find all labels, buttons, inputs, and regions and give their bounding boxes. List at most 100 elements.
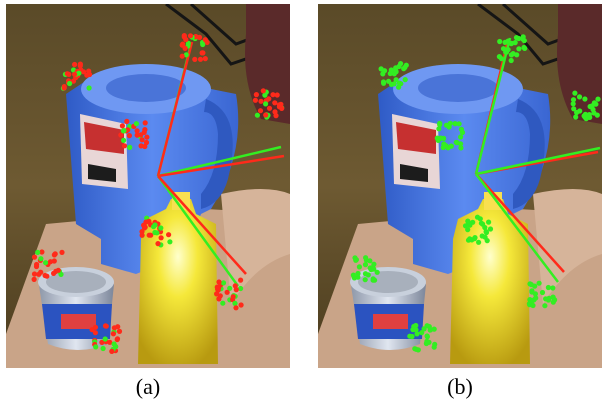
keypoint-dot xyxy=(497,38,503,45)
keypoint-dot xyxy=(152,222,158,228)
keypoint-dot xyxy=(143,139,150,146)
keypoint-cluster xyxy=(60,61,93,91)
keypoint-dot xyxy=(86,68,92,74)
keypoint-dot xyxy=(421,326,427,332)
keypoint-cluster xyxy=(434,120,466,151)
keypoint-dot xyxy=(139,232,145,238)
keypoint-dot xyxy=(456,121,462,127)
keypoint-dot xyxy=(545,284,551,291)
keypoint-dot xyxy=(388,81,395,87)
keypoint-dot xyxy=(47,259,54,265)
keypoint-dot xyxy=(109,348,115,354)
keypoint-dot xyxy=(121,128,127,134)
keypoint-dot xyxy=(499,56,505,62)
keypoint-cluster xyxy=(139,215,173,248)
keypoint-dot xyxy=(72,71,78,77)
keypoint-dot xyxy=(437,122,443,128)
keypoint-dot xyxy=(263,112,269,118)
keypoint-dot xyxy=(371,266,377,272)
keypoint-dot xyxy=(482,224,488,231)
keypoint-dot xyxy=(505,47,511,53)
keypoint-dot xyxy=(72,61,78,68)
keypoint-dot xyxy=(396,84,402,90)
keypoint-dot xyxy=(199,50,205,56)
keypoint-cluster xyxy=(252,88,285,120)
keypoint-dot xyxy=(124,118,130,124)
keypoint-dot xyxy=(119,123,125,129)
keypoint-dot xyxy=(64,71,70,77)
keypoint-dot xyxy=(516,46,522,52)
keypoint-dot xyxy=(424,338,430,344)
keypoint-dot xyxy=(42,272,48,279)
keypoint-dot xyxy=(520,36,526,42)
keypoint-cluster xyxy=(118,118,150,150)
panel-b-image xyxy=(318,4,602,368)
caption-a: (a) xyxy=(135,374,161,399)
keypoint-dot xyxy=(272,100,278,106)
keypoint-dot xyxy=(356,264,362,270)
keypoint-dot xyxy=(216,285,222,291)
keypoint-dot xyxy=(102,323,109,329)
keypoint-dot xyxy=(114,336,120,343)
keypoint-dot xyxy=(393,77,399,83)
keypoint-dot xyxy=(487,226,494,232)
keypoint-dot xyxy=(414,331,420,337)
keypoint-dot xyxy=(478,220,484,226)
keypoint-dot xyxy=(254,112,260,118)
keypoint-dot xyxy=(407,333,413,339)
keypoint-dot xyxy=(166,232,172,238)
keypoint-dot xyxy=(529,289,535,295)
keypoint-dot xyxy=(536,280,542,286)
keypoint-cluster xyxy=(496,34,528,64)
keypoint-dot xyxy=(260,88,266,94)
keypoint-dot xyxy=(543,296,549,302)
keypoint-dot xyxy=(396,80,402,86)
caption-b: (b) xyxy=(447,374,473,399)
keypoint-dot xyxy=(200,41,206,48)
keypoint-dot xyxy=(573,114,579,120)
keypoint-dot xyxy=(426,324,432,330)
keypoint-dot xyxy=(550,294,556,300)
keypoint-dot xyxy=(139,137,145,143)
keypoint-dot xyxy=(266,96,272,102)
keypoint-dot xyxy=(59,249,65,255)
keypoint-dot xyxy=(238,277,244,283)
keypoint-dot xyxy=(146,232,152,238)
keypoint-dot xyxy=(31,254,38,260)
keypoint-dot xyxy=(571,106,577,112)
keypoint-dot xyxy=(121,143,128,149)
keypoint-dot xyxy=(155,241,161,247)
keypoint-dot xyxy=(266,105,273,111)
keypoint-dot xyxy=(55,267,61,273)
keypoint-dot xyxy=(586,112,592,118)
keypoint-dot xyxy=(38,269,44,275)
keypoint-dot xyxy=(436,126,442,132)
keypoint-dot xyxy=(121,137,127,143)
keypoint-dot xyxy=(238,285,244,292)
keypoint-dot xyxy=(43,260,49,266)
keypoint-dot xyxy=(274,92,280,98)
keypoint-dot xyxy=(52,251,58,257)
keypoint-dot xyxy=(550,285,556,291)
keypoint-dot xyxy=(362,271,369,277)
keypoint-dot xyxy=(513,35,520,41)
keypoint-dot xyxy=(393,65,399,71)
keypoint-dot xyxy=(276,104,282,110)
keypoint-dot xyxy=(197,56,204,62)
keypoint-dot xyxy=(382,68,388,74)
keypoint-dot xyxy=(31,276,37,282)
keypoint-dot xyxy=(100,345,106,352)
keypoint-dot xyxy=(179,53,185,59)
keypoint-dot xyxy=(232,283,238,289)
keypoint-dot xyxy=(202,37,208,43)
scene-a xyxy=(6,4,290,368)
keypoint-dot xyxy=(111,325,117,331)
keypoint-dot xyxy=(505,38,511,44)
keypoint-cluster xyxy=(378,61,409,90)
keypoint-dot xyxy=(35,249,41,255)
keypoint-dot xyxy=(230,294,236,300)
keypoint-dot xyxy=(182,45,188,52)
keypoint-dot xyxy=(483,229,490,236)
keypoint-dot xyxy=(574,109,580,116)
keypoint-dot xyxy=(462,223,469,229)
